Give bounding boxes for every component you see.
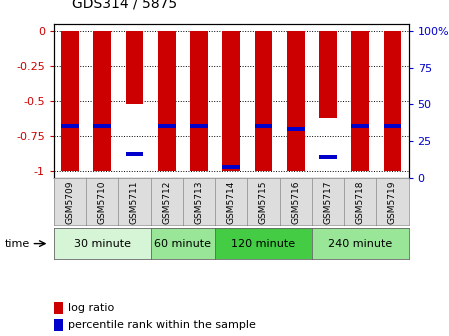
Text: 60 minute: 60 minute	[154, 239, 211, 249]
Bar	[126, 152, 143, 156]
Text: GDS314 / 5875: GDS314 / 5875	[72, 0, 177, 10]
Bar	[126, 31, 143, 103]
Bar	[287, 127, 304, 131]
Text: GSM5711: GSM5711	[130, 180, 139, 224]
Bar	[54, 302, 63, 314]
Bar	[158, 31, 176, 171]
Text: GSM5712: GSM5712	[162, 180, 171, 224]
Text: GSM5715: GSM5715	[259, 180, 268, 224]
Text: percentile rank within the sample: percentile rank within the sample	[68, 320, 256, 330]
Bar	[383, 124, 401, 128]
Bar	[383, 31, 401, 171]
Text: time: time	[4, 239, 30, 249]
Bar	[61, 124, 79, 128]
Text: GSM5714: GSM5714	[227, 180, 236, 224]
Bar	[287, 31, 304, 171]
Bar	[319, 31, 337, 118]
Text: GSM5709: GSM5709	[66, 180, 75, 224]
Text: 120 minute: 120 minute	[231, 239, 295, 249]
Bar	[255, 124, 273, 128]
Text: GSM5718: GSM5718	[356, 180, 365, 224]
Bar	[54, 319, 63, 331]
Bar	[222, 31, 240, 171]
Bar	[190, 124, 208, 128]
Bar	[190, 31, 208, 171]
Bar	[222, 165, 240, 169]
Text: 30 minute: 30 minute	[74, 239, 131, 249]
Bar	[319, 155, 337, 159]
Bar	[93, 124, 111, 128]
Text: log ratio: log ratio	[68, 303, 114, 313]
Bar	[255, 31, 273, 171]
Bar	[352, 124, 369, 128]
Bar	[61, 31, 79, 171]
Text: GSM5717: GSM5717	[323, 180, 332, 224]
Bar	[93, 31, 111, 171]
Text: GSM5716: GSM5716	[291, 180, 300, 224]
Text: GSM5719: GSM5719	[388, 180, 397, 224]
Bar	[352, 31, 369, 171]
Text: 240 minute: 240 minute	[328, 239, 392, 249]
Text: GSM5713: GSM5713	[194, 180, 203, 224]
Bar	[158, 124, 176, 128]
Text: GSM5710: GSM5710	[98, 180, 107, 224]
